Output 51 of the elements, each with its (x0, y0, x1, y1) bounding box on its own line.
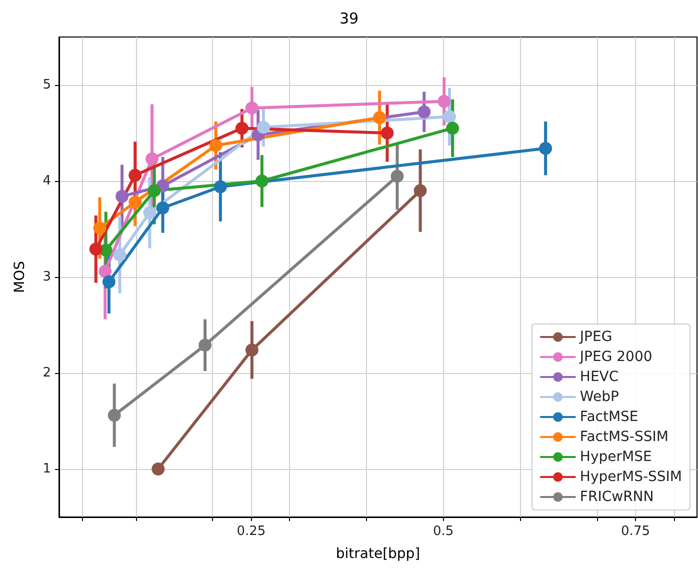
chart-title: 39 (339, 10, 359, 28)
point (128, 196, 142, 209)
point (256, 120, 270, 134)
point (235, 122, 248, 135)
legend-label: FRICwRNN (580, 489, 654, 505)
point (380, 126, 394, 140)
legend-label: FactMS-SSIM (580, 429, 668, 445)
x-tick-label: 0.5 (432, 524, 454, 539)
point (214, 180, 227, 194)
point (98, 264, 112, 278)
point (116, 190, 129, 203)
point (245, 102, 258, 115)
y-tick-label: 4 (42, 174, 51, 188)
point (148, 184, 161, 198)
legend-label: FactMSE (580, 409, 638, 425)
point (156, 201, 170, 214)
legend-label: JPEG 2000 (578, 349, 652, 365)
point (373, 111, 386, 124)
point (143, 206, 156, 220)
legend-label: WebP (580, 389, 619, 405)
point (418, 105, 431, 118)
legend-label: JPEG (578, 329, 612, 345)
y-tick-label: 2 (42, 366, 51, 380)
point (113, 248, 126, 262)
x-axis-title: bitrate[bpp] (336, 546, 420, 562)
legend-label: HEVC (580, 369, 619, 385)
point (146, 152, 159, 166)
x-tick-label: 0.75 (621, 524, 650, 539)
point (390, 170, 404, 183)
point (245, 343, 258, 356)
legend-label: HyperMS-SSIM (580, 469, 682, 485)
point (209, 138, 222, 152)
legend-label: HyperMSE (580, 449, 652, 465)
point (128, 168, 142, 182)
point (93, 222, 106, 235)
point (108, 408, 121, 422)
y-axis-title: MOS (12, 260, 28, 293)
y-tick-label: 1 (42, 462, 51, 476)
point (89, 242, 102, 256)
point (198, 338, 212, 352)
point (539, 142, 552, 155)
point (152, 462, 165, 476)
x-tick-label: 0.25 (236, 524, 266, 539)
point (102, 275, 116, 288)
y-tick-label: 3 (42, 270, 51, 284)
y-tick-label: 5 (42, 78, 51, 92)
point (438, 94, 451, 108)
point (414, 184, 427, 198)
point (443, 110, 456, 124)
point (255, 174, 268, 188)
point (446, 122, 460, 135)
